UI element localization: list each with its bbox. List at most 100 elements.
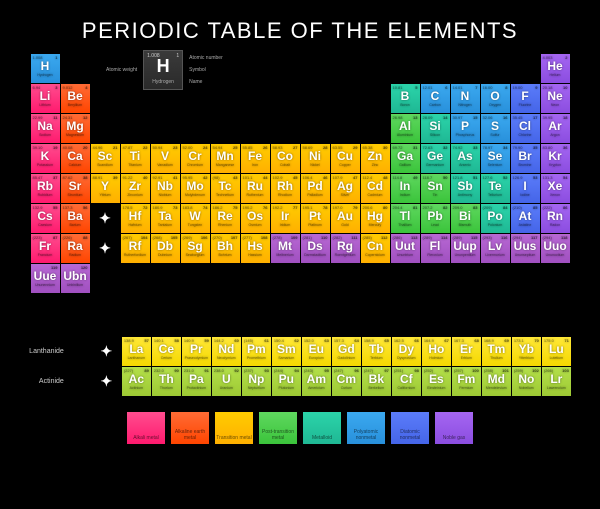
- element-name: Platinum: [308, 223, 322, 227]
- element-weight: 232.0: [154, 368, 164, 373]
- element-number: 50: [443, 175, 447, 180]
- element-weight: 173.1: [514, 338, 524, 343]
- element-weight: 178.5: [123, 205, 133, 210]
- element-symbol: Mg: [66, 120, 83, 132]
- element-name: Actinium: [130, 386, 143, 390]
- element-number: 38: [83, 175, 87, 180]
- element-number: 83: [473, 205, 477, 210]
- element-symbol: Cn: [367, 240, 383, 252]
- element-symbol: Sc: [98, 150, 113, 162]
- element-Zr: 91.2240ZrZirconium: [121, 174, 150, 203]
- element-name: Magnesium: [66, 133, 84, 137]
- element-symbol: Eu: [309, 343, 324, 355]
- element-weight: (145): [244, 338, 253, 343]
- element-name: Tin: [433, 193, 438, 197]
- element-name: Lanthanum: [128, 356, 146, 360]
- element-weight: 183.8: [183, 205, 193, 210]
- element-Sb: 121.851SbAntimony: [451, 174, 480, 203]
- legend-cat-metalloid: Metalloid: [303, 412, 341, 444]
- element-symbol: Be: [67, 90, 82, 102]
- element-La: 138.957LaLanthanum: [122, 337, 151, 366]
- element-name: Thulium: [490, 356, 502, 360]
- element-weight: (294): [513, 235, 522, 240]
- element-Fl: (289)114FlFlerovium: [421, 234, 450, 263]
- element-symbol: Hs: [247, 240, 262, 252]
- element-name: Scandium: [97, 163, 113, 167]
- element-Pb: 207.282PbLead: [421, 204, 450, 233]
- element-symbol: F: [521, 90, 528, 102]
- element-H: 1.0081HHydrogen: [31, 54, 60, 83]
- element-weight: 102.9: [273, 175, 283, 180]
- element-Hf: 178.572HfHafnium: [121, 204, 150, 233]
- fblock-placeholder-icon: ✦: [92, 337, 121, 366]
- element-name: Radon: [550, 223, 560, 227]
- element-weight: 10.81: [393, 85, 403, 90]
- element-O: 16.008OOxygen: [481, 84, 510, 113]
- element-Cl: 35.4517ClChlorine: [511, 114, 540, 143]
- element-name: Cobalt: [280, 163, 290, 167]
- element-symbol: Ca: [67, 150, 82, 162]
- key-sample-cell: 1.008 1 H Hydrogen: [143, 50, 183, 90]
- element-number: 56: [83, 205, 87, 210]
- element-number: 72: [143, 205, 147, 210]
- element-name: Plutonium: [279, 386, 295, 390]
- element-symbol: S: [491, 120, 499, 132]
- element-symbol: Ac: [129, 373, 144, 385]
- element-symbol: Kr: [548, 150, 561, 162]
- element-weight: 24.31: [63, 115, 73, 120]
- element-number: 31: [413, 145, 417, 150]
- element-number: 109: [291, 235, 298, 240]
- element-symbol: Yb: [519, 343, 534, 355]
- element-weight: 114.8: [393, 175, 403, 180]
- legend-cat-transition: Transition metal: [215, 412, 253, 444]
- element-Bi: 209.083BiBismuth: [451, 204, 480, 233]
- element-weight: 6.94: [33, 85, 41, 90]
- element-name: Mercury: [369, 223, 382, 227]
- element-number: 9: [535, 85, 537, 90]
- element-Kr: 83.8036KrKrypton: [541, 144, 570, 173]
- element-name: Hassium: [248, 253, 262, 257]
- element-number: 30: [383, 145, 387, 150]
- element-symbol: C: [431, 90, 440, 102]
- fblock-section: Lanthanide Actinide ✦138.957LaLanthanum1…: [24, 337, 576, 396]
- element-symbol: Fl: [430, 240, 441, 252]
- element-weight: (289): [453, 235, 462, 240]
- element-name: Cerium: [161, 356, 172, 360]
- element-weight: 132.9: [33, 205, 43, 210]
- legend-label: Diatomic nonmetal: [391, 430, 429, 441]
- element-symbol: Pb: [427, 210, 442, 222]
- element-number: 90: [174, 368, 178, 373]
- element-number: 32: [443, 145, 447, 150]
- element-number: 102: [532, 368, 539, 373]
- element-name: Darmstadtium: [304, 253, 326, 257]
- element-name: Osmium: [248, 223, 261, 227]
- element-name: Vanadium: [157, 163, 173, 167]
- element-name: Argon: [550, 133, 559, 137]
- element-name: Tungsten: [188, 223, 202, 227]
- element-weight: (243): [304, 368, 313, 373]
- element-name: Bromine: [518, 163, 531, 167]
- element-name: Oxygen: [489, 103, 501, 107]
- element-symbol: Si: [429, 120, 440, 132]
- element-name: Chromium: [187, 163, 203, 167]
- element-symbol: Ni: [309, 150, 321, 162]
- element-name: Neptunium: [248, 386, 265, 390]
- element-In: 114.849InIndium: [391, 174, 420, 203]
- element-number: 17: [533, 115, 537, 120]
- element-name: Rhenium: [218, 223, 232, 227]
- fblock-placeholder-icon: ✦: [91, 234, 120, 263]
- element-weight: 197.0: [333, 205, 343, 210]
- element-Br: 79.9035BrBromine: [511, 144, 540, 173]
- element-number: 74: [203, 205, 207, 210]
- element-Pu: (244)94PuPlutonium: [272, 367, 301, 396]
- element-Bk: (247)97BkBerkelium: [362, 367, 391, 396]
- element-Gd: 157.364GdGadolinium: [332, 337, 361, 366]
- element-symbol: Ubn: [63, 270, 86, 282]
- element-number: 21: [113, 145, 117, 150]
- element-Os: 190.276OsOsmium: [241, 204, 270, 233]
- element-name: Hafnium: [128, 223, 141, 227]
- element-Be: 9.0124BeBeryllium: [61, 84, 90, 113]
- element-symbol: Db: [157, 240, 173, 252]
- element-symbol: Re: [217, 210, 232, 222]
- element-name: Copper: [339, 163, 350, 167]
